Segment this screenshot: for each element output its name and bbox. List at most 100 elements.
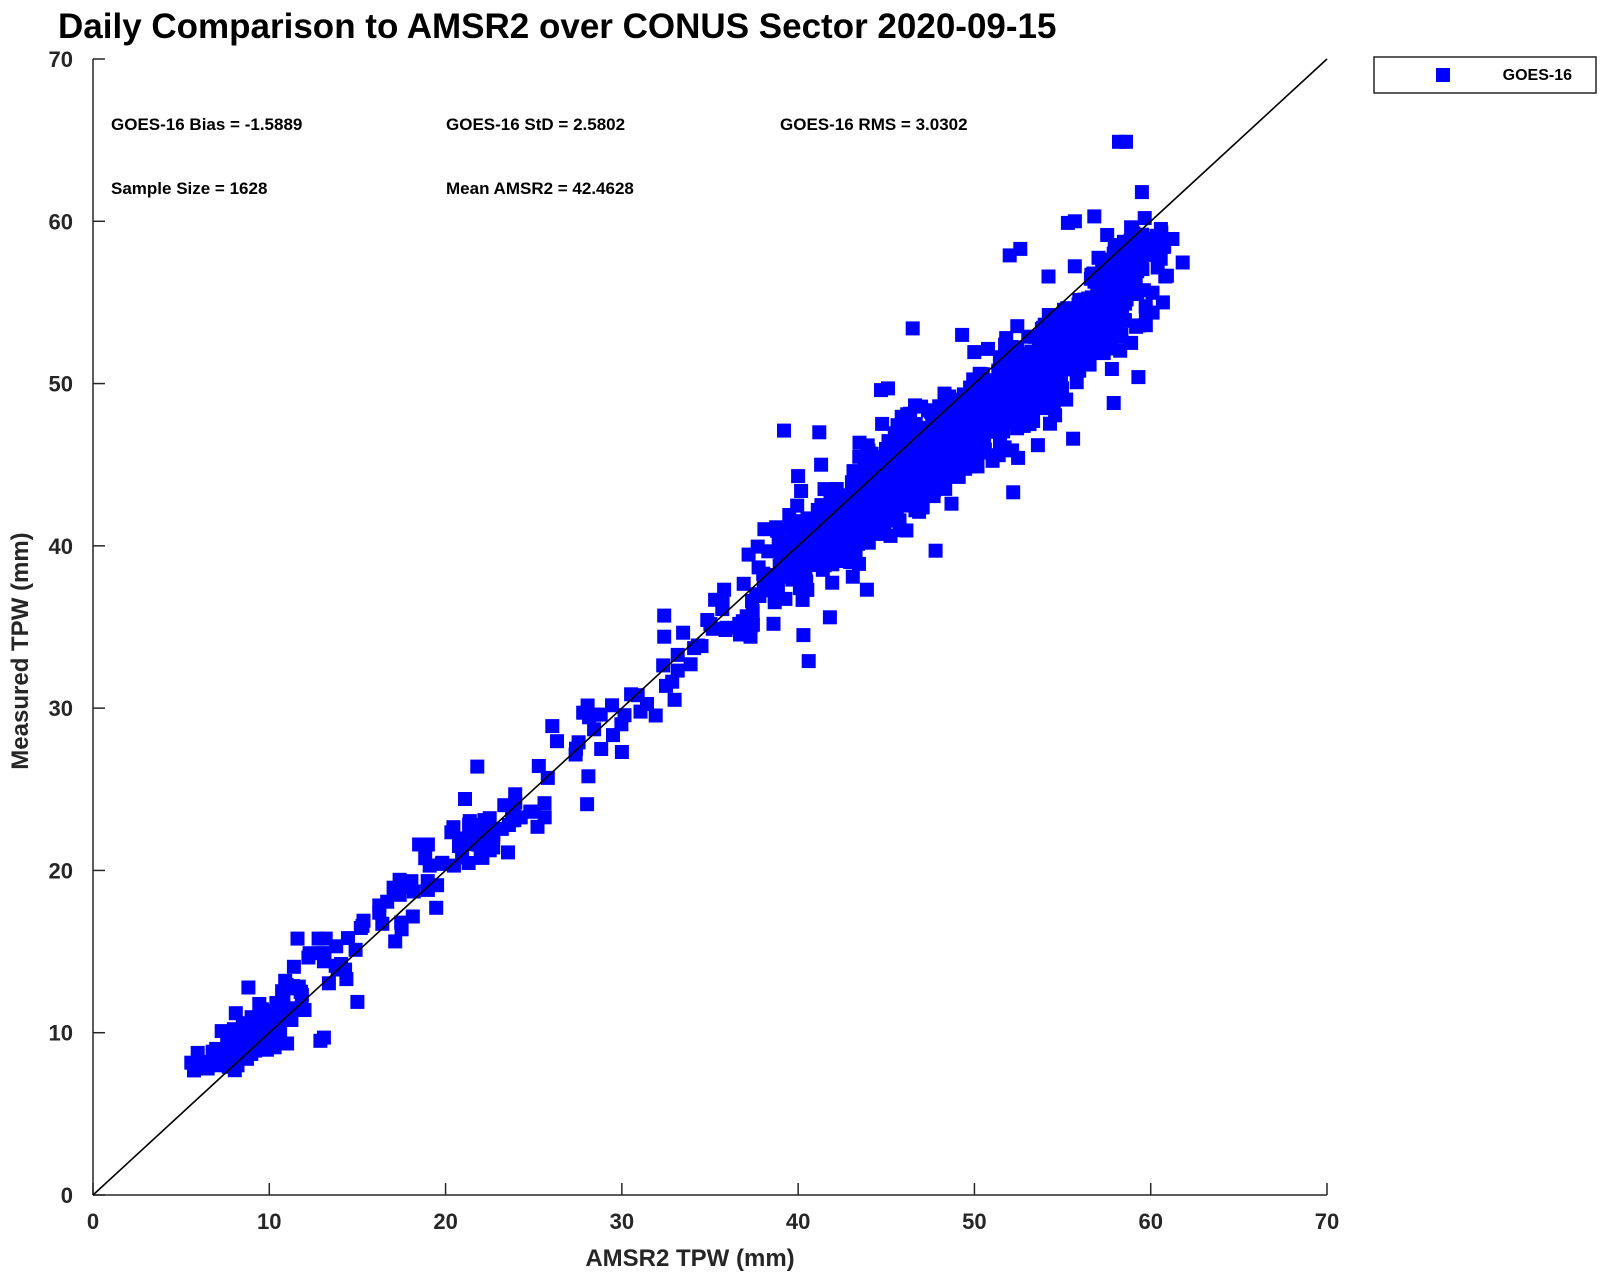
x-tick-label: 50 <box>962 1209 986 1234</box>
scatter-point <box>656 658 671 673</box>
y-tick-label: 10 <box>49 1021 73 1046</box>
scatter-point <box>392 872 407 887</box>
scatter-point <box>794 484 809 498</box>
scatter-point <box>813 534 828 549</box>
scatter-point <box>540 770 555 785</box>
scatter-point <box>1013 241 1028 256</box>
scatter-point <box>767 595 782 610</box>
scatter-point <box>1121 274 1136 288</box>
scatter-point <box>1134 185 1149 200</box>
scatter-point <box>318 931 333 946</box>
scatter-point <box>817 482 832 497</box>
scatter-point <box>826 507 841 522</box>
legend: GOES-16 <box>1373 56 1597 94</box>
y-tick-label: 0 <box>61 1183 73 1208</box>
scatter-point <box>1068 304 1082 319</box>
y-tick-label: 40 <box>49 534 73 559</box>
scatter-point <box>508 795 523 810</box>
scatter-point <box>1041 269 1056 284</box>
stat-bias: GOES-16 Bias = -1.5889 <box>111 115 302 134</box>
scatter-point <box>852 435 867 450</box>
legend-entry-goes16: GOES-16 <box>1503 67 1572 84</box>
scatter-point <box>926 483 941 498</box>
scatter-point <box>932 399 947 414</box>
scatter-point <box>889 499 904 514</box>
scatter-point <box>1019 357 1034 372</box>
chart-title: Daily Comparison to AMSR2 over CONUS Sec… <box>58 7 1056 46</box>
stat-sample-size: Sample Size = 1628 <box>111 179 267 198</box>
scatter-point <box>761 544 776 559</box>
scatter-point <box>530 819 545 834</box>
scatter-point <box>1087 209 1102 224</box>
scatter-point <box>1145 285 1160 300</box>
scatter-point <box>507 813 522 828</box>
scatter-point <box>1089 309 1104 324</box>
scatter-point <box>356 913 371 928</box>
scatter-point <box>831 518 846 533</box>
scatter-point <box>593 707 608 722</box>
scatter-point <box>801 654 816 669</box>
y-tick-label: 30 <box>49 696 73 721</box>
scatter-point <box>550 734 564 749</box>
scatter-point <box>993 438 1007 453</box>
scatter-point <box>676 625 691 640</box>
scatter-point <box>736 576 751 591</box>
x-tick-label: 70 <box>1315 1209 1339 1234</box>
scatter-point <box>501 845 515 860</box>
stat-mean-amsr2: Mean AMSR2 = 42.4628 <box>446 179 634 198</box>
scatter-point <box>883 528 898 543</box>
scatter-point <box>910 491 925 506</box>
scatter-point <box>771 569 786 584</box>
scatter-point <box>903 464 918 479</box>
scatter-point <box>271 1008 286 1023</box>
scatter-point <box>1072 343 1086 358</box>
scatter-point <box>1021 329 1036 344</box>
scatter-point <box>1100 277 1115 292</box>
scatter-points <box>184 134 1190 1078</box>
scatter-point <box>1099 331 1114 345</box>
scatter-point <box>614 717 629 732</box>
stat-rms: GOES-16 RMS = 3.0302 <box>780 115 968 134</box>
scatter-point <box>717 582 732 597</box>
scatter-point <box>823 495 838 510</box>
scatter-point <box>455 850 470 865</box>
scatter-point <box>1072 363 1087 378</box>
scatter-point <box>648 708 663 723</box>
scatter-point <box>792 581 807 596</box>
statistics-annotations: GOES-16 Bias = -1.5889 GOES-16 StD = 2.5… <box>111 115 968 198</box>
scatter-point <box>899 523 914 538</box>
scatter-point <box>221 1059 236 1074</box>
scatter-point <box>703 617 718 632</box>
scatter-point <box>569 741 583 756</box>
scatter-point <box>1111 329 1126 344</box>
scatter-point <box>875 416 890 431</box>
scatter-point <box>750 539 765 554</box>
scatter-point <box>594 742 609 756</box>
scatter-point <box>1131 370 1146 385</box>
x-axis-label: AMSR2 TPW (mm) <box>585 1245 794 1272</box>
scatter-point <box>845 569 860 584</box>
x-tick-label: 30 <box>610 1209 634 1234</box>
scatter-point <box>934 412 948 426</box>
scatter-point <box>1025 395 1040 410</box>
scatter-point <box>1002 248 1017 263</box>
scatter-point <box>852 449 867 464</box>
scatter-point <box>228 1006 243 1021</box>
x-tick-label: 10 <box>257 1209 281 1234</box>
scatter-point <box>1137 211 1152 226</box>
x-tick-label: 60 <box>1138 1209 1162 1234</box>
scatter-point <box>874 383 888 398</box>
scatter-point <box>582 710 597 725</box>
scatter-point <box>267 1040 282 1055</box>
scatter-point <box>1101 292 1116 307</box>
scatter-point <box>1066 431 1081 446</box>
scatter-point <box>477 813 492 828</box>
scatter-point <box>321 976 336 991</box>
scatter-point <box>963 459 978 474</box>
scatter-point <box>606 728 620 743</box>
scatter-point <box>278 973 293 988</box>
scatter-point <box>743 629 758 644</box>
scatter-point <box>715 602 730 617</box>
scatter-point <box>1100 228 1115 242</box>
